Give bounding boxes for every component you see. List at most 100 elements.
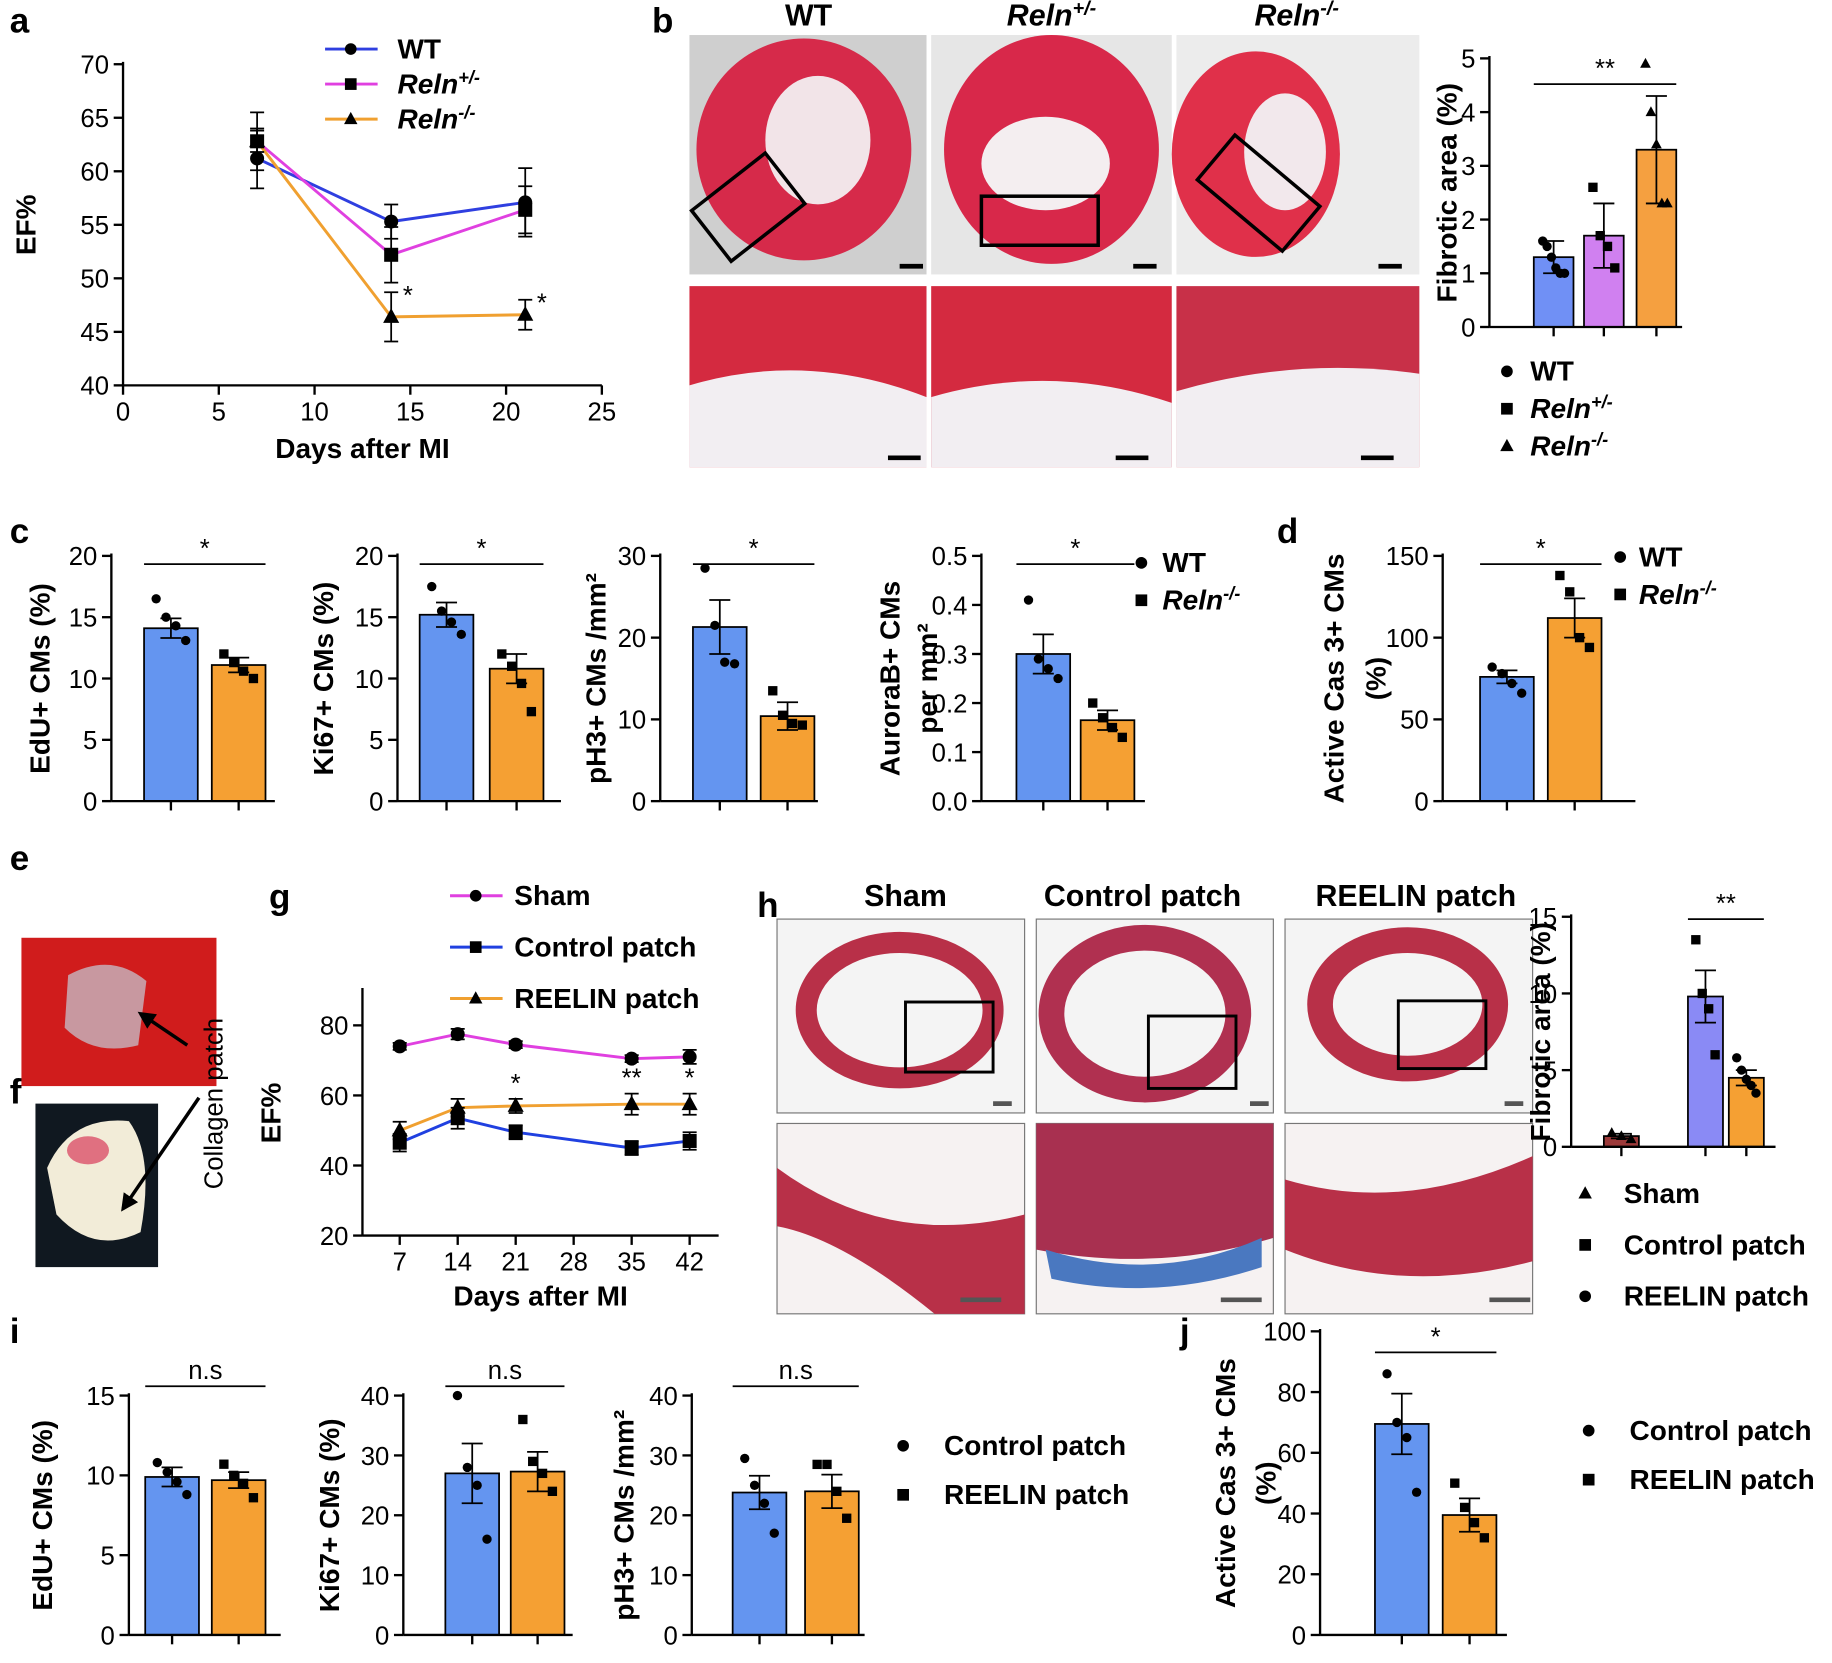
legend-marker bbox=[344, 78, 357, 90]
data-point bbox=[547, 1486, 558, 1496]
y-axis-label: pH3+ CMs /mm² bbox=[580, 573, 611, 784]
y-axis-label: EF% bbox=[10, 194, 41, 255]
significance-label: * bbox=[1536, 535, 1546, 563]
y-tick-label: 40 bbox=[320, 1153, 349, 1181]
y-axis-label: pH3+ CMs /mm² bbox=[608, 1410, 639, 1621]
data-point bbox=[497, 649, 507, 659]
data-point bbox=[1517, 688, 1527, 698]
data-point bbox=[182, 1489, 192, 1500]
data-point bbox=[700, 563, 710, 573]
point bbox=[450, 1111, 465, 1126]
data-point bbox=[238, 1478, 249, 1489]
data-point bbox=[229, 1470, 239, 1481]
panel-letter: i bbox=[10, 1312, 20, 1351]
series-line bbox=[399, 1102, 690, 1132]
data-point bbox=[832, 1486, 842, 1496]
annotation: * bbox=[685, 1065, 695, 1093]
y-tick-label: 20 bbox=[355, 543, 384, 571]
significance-label: ** bbox=[1595, 55, 1615, 83]
y-tick-label: 40 bbox=[80, 373, 109, 401]
data-point bbox=[812, 1459, 822, 1470]
y-axis-label: EdU+ CMs (%) bbox=[27, 1420, 58, 1611]
y-tick-label: 20 bbox=[361, 1503, 390, 1531]
y-tick-label: 10 bbox=[1529, 981, 1558, 1009]
data-point bbox=[1697, 988, 1707, 999]
data-point bbox=[248, 1493, 259, 1503]
data-point bbox=[1459, 1502, 1470, 1513]
bar bbox=[210, 664, 267, 803]
data-point bbox=[1732, 1053, 1742, 1063]
panel-letter: a bbox=[10, 2, 30, 41]
x-tick-label: 20 bbox=[492, 398, 521, 426]
error-cap bbox=[624, 1092, 639, 1116]
y-tick-label: 0.3 bbox=[932, 641, 968, 669]
data-point bbox=[229, 657, 239, 668]
column-header: Sham bbox=[864, 880, 947, 913]
legend-marker bbox=[1135, 594, 1148, 607]
error-cap bbox=[392, 1120, 407, 1141]
legend-label: Control patch bbox=[514, 931, 696, 962]
legend-marker bbox=[344, 111, 358, 125]
data-point bbox=[1651, 138, 1662, 149]
y-tick-label: 15 bbox=[355, 605, 384, 633]
data-point bbox=[1584, 642, 1595, 653]
legend-label: Control patch bbox=[1630, 1415, 1812, 1446]
bar bbox=[1374, 1423, 1430, 1636]
annotation: ** bbox=[622, 1065, 642, 1093]
data-point bbox=[1023, 595, 1034, 605]
data-point bbox=[842, 1513, 852, 1523]
y-tick-label: 20 bbox=[649, 1503, 678, 1531]
histology-b: WT Reln+/- Reln-/- bbox=[689, 0, 1420, 468]
error-cap bbox=[250, 111, 265, 172]
series-line bbox=[399, 1032, 690, 1061]
error-cap bbox=[709, 599, 731, 655]
legend-marker bbox=[1579, 1239, 1592, 1251]
point bbox=[624, 1140, 639, 1155]
y-tick-label: 3 bbox=[1461, 153, 1475, 181]
data-point bbox=[248, 673, 259, 684]
data-point bbox=[537, 1468, 548, 1479]
annotation: * bbox=[537, 289, 547, 317]
data-point bbox=[1469, 1517, 1480, 1528]
legend-label: Reln-/- bbox=[397, 102, 475, 134]
error-cap bbox=[1459, 1497, 1481, 1533]
x-tick-label: 28 bbox=[559, 1249, 588, 1277]
legend-marker bbox=[897, 1488, 909, 1501]
legend-label: WT bbox=[1530, 356, 1574, 387]
data-point bbox=[1033, 654, 1044, 664]
legend-label: Reln+/- bbox=[1530, 392, 1612, 424]
data-point bbox=[1107, 722, 1118, 733]
data-point bbox=[1736, 1065, 1747, 1075]
data-point bbox=[162, 1467, 172, 1477]
y-tick-label: 65 bbox=[80, 105, 109, 133]
legend-label: Control patch bbox=[944, 1430, 1126, 1461]
data-point bbox=[436, 606, 447, 616]
significance-label: ** bbox=[1716, 890, 1736, 918]
column-header: Reln-/- bbox=[1255, 0, 1339, 33]
y-tick-label: 55 bbox=[80, 212, 109, 240]
significance-label: n.s bbox=[188, 1357, 222, 1385]
panel-letter: d bbox=[1277, 512, 1298, 551]
data-point bbox=[1661, 197, 1673, 208]
y-tick-label: 5 bbox=[1461, 46, 1475, 74]
histology-h: Sham Control patch REELIN patch bbox=[776, 880, 1534, 1315]
data-point bbox=[452, 1390, 463, 1401]
data-point bbox=[462, 1462, 472, 1473]
point bbox=[384, 214, 399, 229]
data-point bbox=[1382, 1369, 1392, 1379]
significance-label: * bbox=[477, 535, 487, 563]
data-point bbox=[238, 666, 249, 676]
annotation: * bbox=[511, 1070, 521, 1098]
legend-marker bbox=[1614, 588, 1627, 601]
bar bbox=[1079, 719, 1136, 803]
panel-letter: j bbox=[1179, 1312, 1190, 1351]
error-cap bbox=[777, 701, 799, 731]
data-point bbox=[1542, 241, 1552, 252]
y-tick-label: 20 bbox=[320, 1223, 349, 1251]
bar bbox=[418, 613, 475, 803]
y-tick-label: 10 bbox=[355, 666, 384, 694]
y-axis-label: per mm² bbox=[912, 623, 943, 734]
point bbox=[518, 202, 533, 217]
y-tick-label: 4 bbox=[1461, 99, 1475, 127]
legend-marker bbox=[1135, 557, 1148, 569]
